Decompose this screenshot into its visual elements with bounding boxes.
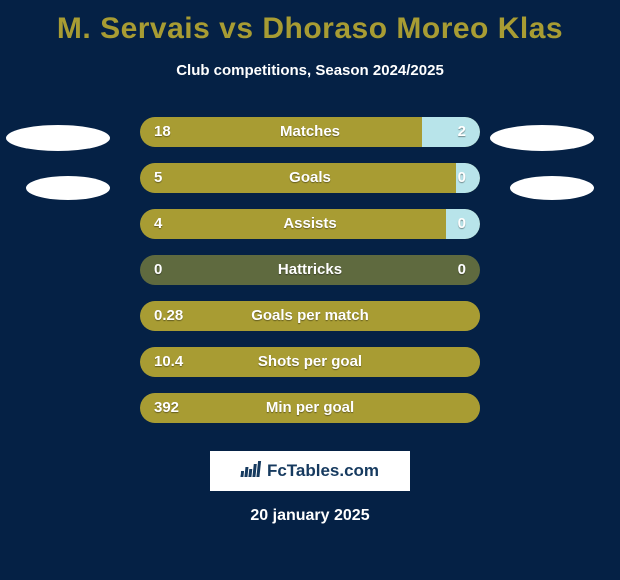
page-title: M. Servais vs Dhoraso Moreo Klas: [0, 12, 620, 46]
stat-row: 182Matches: [0, 109, 620, 155]
stat-label: Matches: [140, 117, 480, 147]
stat-row: 40Assists: [0, 201, 620, 247]
stat-label: Goals per match: [140, 301, 480, 331]
stat-label: Min per goal: [140, 393, 480, 423]
brand-text: FcTables.com: [267, 461, 379, 481]
stat-label: Shots per goal: [140, 347, 480, 377]
stat-rows: 182Matches 50Goals 40Assists 00Hattricks 0.2…: [0, 109, 620, 431]
report-date: 20 january 2025: [0, 507, 620, 525]
stat-bar: 182Matches: [140, 117, 480, 147]
brand-badge: FcTables.com: [210, 451, 410, 491]
stat-row: 0.28Goals per match: [0, 293, 620, 339]
bar-chart-icon: [240, 461, 262, 482]
stat-bar: 10.4Shots per goal: [140, 347, 480, 377]
comparison-card: M. Servais vs Dhoraso Moreo Klas Club co…: [0, 0, 620, 580]
stat-bar: 392Min per goal: [140, 393, 480, 423]
stat-row: 392Min per goal: [0, 385, 620, 431]
stat-label: Hattricks: [140, 255, 480, 285]
stat-bar: 40Assists: [140, 209, 480, 239]
stat-row: 00Hattricks: [0, 247, 620, 293]
stat-bar: 50Goals: [140, 163, 480, 193]
stat-bar: 00Hattricks: [140, 255, 480, 285]
subtitle: Club competitions, Season 2024/2025: [0, 62, 620, 79]
stat-bar: 0.28Goals per match: [140, 301, 480, 331]
stat-label: Goals: [140, 163, 480, 193]
stat-row: 10.4Shots per goal: [0, 339, 620, 385]
stat-row: 50Goals: [0, 155, 620, 201]
stat-label: Assists: [140, 209, 480, 239]
